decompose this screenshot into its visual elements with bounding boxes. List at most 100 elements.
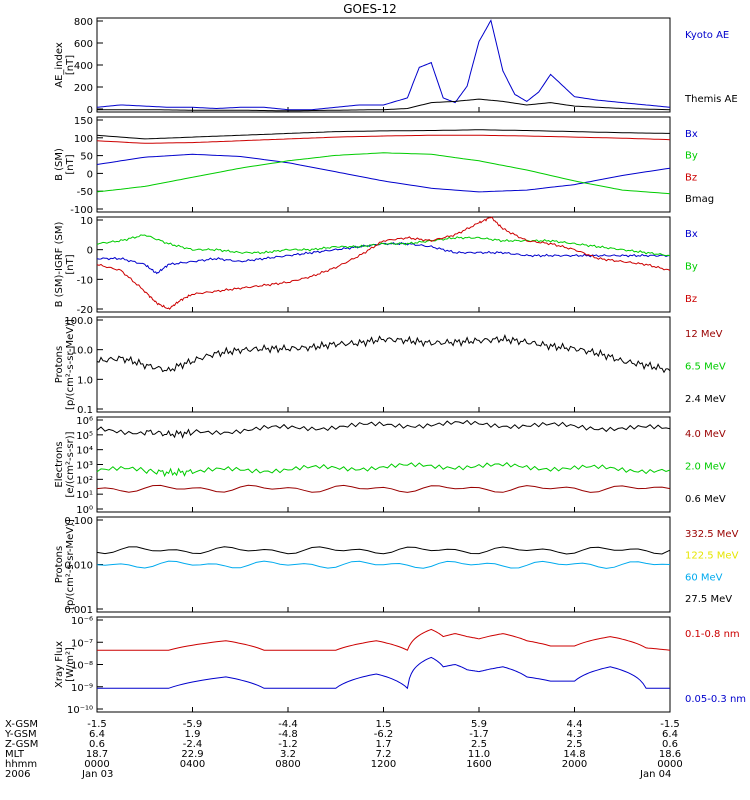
legend-entry: Themis AE [684, 94, 738, 105]
series-line-protons2-3 [96, 546, 671, 555]
y-tick-label: 10² [76, 475, 93, 486]
panel-bigrf: 10 0 -10 -20B (SM)-IGRF (SM)[nT] Bx By Bz [54, 216, 698, 316]
ephem-value: -4.4 [278, 719, 298, 730]
legend-entry: 332.5 MeV [685, 529, 739, 540]
ephem-row-label: Y-GSM [4, 729, 37, 740]
y-tick-label: 10⁰ [76, 505, 93, 516]
y-tick-label: 10⁶ [76, 416, 93, 427]
ephem-value: 1.5 [376, 719, 392, 730]
ephem-value: -5.9 [183, 719, 203, 730]
ephem-value: 1200 [371, 759, 396, 770]
panel-frame [96, 616, 671, 713]
legend-entry: By [685, 262, 698, 273]
ephem-value: 1600 [466, 759, 491, 770]
series-line-ae-1 [97, 98, 671, 112]
legend-entry: 2.4 MeV [685, 394, 726, 405]
ephem-value: 0000 [657, 759, 682, 770]
y-tick-label: 10¹ [76, 490, 93, 501]
y-tick-label: -10 [77, 275, 93, 286]
y-tick-label: 10⁴ [76, 446, 93, 457]
series-line-electrons-2 [96, 419, 671, 439]
y-axis-label: Xray Flux[W/m²] [54, 641, 76, 688]
legend-entry: 12 MeV [685, 329, 723, 340]
y-tick-label: 0.1 [77, 405, 93, 416]
ephem-row-label: hhmm [5, 759, 37, 770]
ephem-value: 18.7 [86, 749, 108, 760]
y-tick-label: 0.010 [64, 561, 93, 572]
y-tick-label: 0.100 [64, 516, 93, 527]
ephem-value: 6.4 [662, 729, 678, 740]
ephem-row-label: Z-GSM [5, 739, 38, 750]
ephem-value: 6.4 [89, 729, 105, 740]
legend-entry: 0.6 MeV [685, 494, 726, 505]
panels: 800 600 400 200 0 AE_index[nT] Kyoto AE Themis … [54, 17, 746, 716]
ephem-value: 1.7 [376, 739, 392, 750]
y-tick-label: 0 [87, 246, 93, 257]
series-line-bsm-0 [96, 153, 671, 193]
y-tick-label: 0 [87, 105, 93, 116]
y-tick-label: 10⁻⁹ [71, 683, 93, 694]
panel-protons2: 0.100 0.010 0.001Protons[p/(cm²-s-sr-MeV)]… [54, 516, 739, 616]
ephem-value: 2.5 [471, 739, 487, 750]
y-axis-label: Protons[p/(cm²-s-sr-MeV)] [54, 319, 76, 410]
legend-entry: 4.0 MeV [685, 429, 726, 440]
y-axis-label: B (SM)[nT] [54, 148, 76, 181]
legend-entry: Bmag [685, 194, 714, 205]
series-line-protons2-2 [96, 560, 671, 569]
legend-entry: Bz [685, 172, 697, 183]
ephem-row-label: MLT [5, 749, 25, 760]
y-tick-label: 100.0 [64, 316, 93, 327]
ephem-row-label: 2006 [5, 769, 30, 780]
y-tick-label: 600 [74, 39, 93, 50]
panel-frame [96, 216, 671, 313]
ephem-value: Jan 03 [81, 769, 113, 780]
y-tick-label: 50 [80, 152, 93, 163]
series-line-xray-1 [97, 656, 670, 690]
legend-entry: Bx [685, 129, 698, 140]
ephem-value: -6.2 [374, 729, 394, 740]
y-tick-label: 800 [74, 17, 93, 28]
ephem-value: 0000 [84, 759, 109, 770]
series-line-bigrf-2 [96, 216, 671, 310]
series-line-electrons-1 [96, 462, 671, 478]
ephem-value: 1.9 [185, 729, 201, 740]
legend-entry: Bx [685, 229, 698, 240]
y-tick-label: 0 [87, 169, 93, 180]
y-tick-label: 10⁵ [76, 431, 93, 442]
ephem-row-label: X-GSM [5, 719, 38, 730]
y-axis-label: B (SM)-IGRF (SM)[nT] [54, 222, 76, 308]
series-line-ae-0 [96, 19, 671, 111]
y-tick-label: -50 [77, 187, 93, 198]
y-axis-label: AE_index[nT] [54, 42, 76, 88]
series-line-bsm-1 [96, 152, 671, 195]
y-tick-label: -20 [77, 305, 93, 316]
series-line-bigrf-1 [96, 234, 671, 257]
ephem-value: 0800 [275, 759, 300, 770]
ephem-value: 4.4 [567, 719, 583, 730]
ephem-value: -1.7 [469, 729, 489, 740]
panel-protons1: 100.0 10.0 1.0 0.1Protons[p/(cm²-s-sr-MeV)]… [54, 316, 726, 416]
series-line-bsm-3 [96, 129, 670, 140]
y-tick-label: 10⁻¹⁰ [67, 705, 93, 716]
legend-entry: 27.5 MeV [685, 594, 732, 605]
ephemeris-table: X-GSMY-GSMZ-GSMMLThhmm2006-1.56.40.618.7… [4, 719, 683, 780]
ephem-value: 18.6 [659, 749, 681, 760]
ephem-value: 3.2 [280, 749, 296, 760]
y-tick-label: 10 [80, 216, 93, 227]
y-tick-label: 10⁻⁷ [71, 638, 93, 649]
legend-entry: 122.5 MeV [685, 551, 739, 562]
y-tick-label: 1.0 [77, 375, 93, 386]
ephem-value: 11.0 [468, 749, 490, 760]
legend-entry: 2.0 MeV [685, 462, 726, 473]
ephem-value: Jan 04 [639, 769, 671, 780]
ephem-value: -1.5 [660, 719, 680, 730]
ephem-value: -4.8 [278, 729, 298, 740]
ephem-value: 4.3 [567, 729, 583, 740]
y-tick-label: 10.0 [71, 346, 93, 357]
y-tick-label: -100 [70, 205, 93, 216]
legend-entry: By [685, 151, 698, 162]
series-line-xray-0 [97, 628, 671, 651]
ephem-value: -1.2 [278, 739, 298, 750]
legend-entry: 60 MeV [685, 572, 723, 583]
panel-frame [96, 416, 671, 513]
